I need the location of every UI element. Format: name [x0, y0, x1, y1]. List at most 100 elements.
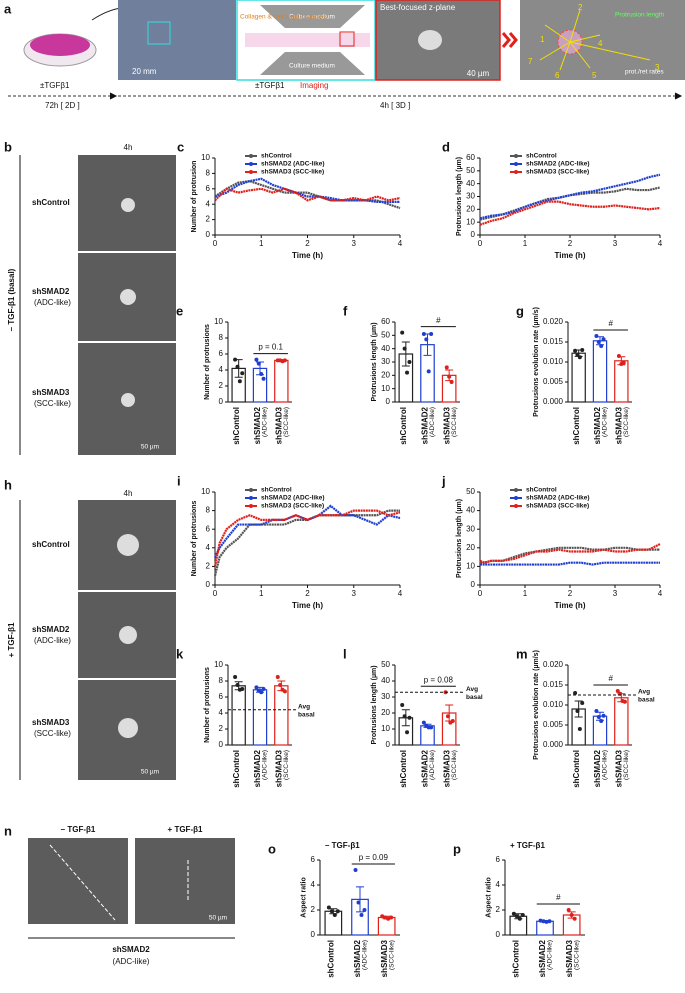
bar: [274, 359, 289, 403]
y-tick-label: 20: [466, 204, 475, 213]
x-tick-label: shSMAD3: [565, 939, 574, 977]
label: Best-focused z-plane: [380, 3, 456, 12]
data-point: [259, 690, 264, 695]
gel: [245, 33, 370, 47]
legend-label: shControl: [526, 487, 557, 494]
cell: [418, 30, 442, 50]
data-point: [233, 357, 238, 362]
legend-label: shControl: [261, 153, 292, 160]
row-label: shSMAD2: [32, 287, 70, 296]
x-tick-label: shControl: [572, 407, 581, 445]
x-tick-label: shSMAD2: [593, 406, 602, 444]
series-line: [479, 186, 661, 221]
x-tick-label: shControl: [232, 407, 241, 445]
error-bar: [401, 341, 410, 367]
x-tick-label: 2: [568, 589, 573, 598]
data-point: [520, 913, 525, 917]
cell: [120, 289, 136, 305]
y-tick-label: 0: [219, 740, 224, 749]
legend-label: shSMAD2 (ADC-like): [526, 495, 590, 502]
imaging-box: [339, 31, 355, 47]
legend-marker: [249, 170, 253, 174]
y-tick-label: 30: [466, 192, 475, 201]
legend-marker: [514, 504, 518, 508]
x-tick-label: shSMAD3: [614, 749, 623, 787]
data-point: [233, 675, 238, 679]
cell: [121, 393, 135, 407]
label: 4h [ 3D ]: [380, 101, 410, 110]
y-tick-label: 8: [219, 676, 224, 685]
y-axis-label: Protrusions evolution rate (µm/s): [533, 307, 540, 417]
y-tick-label: 40: [466, 179, 475, 188]
row-label: shSMAD3: [32, 718, 70, 727]
x-tick-label: shSMAD2: [353, 939, 362, 977]
bar: [592, 340, 608, 403]
significance-label: #: [436, 316, 441, 325]
x-tick-label: 3: [613, 589, 618, 598]
data-point: [356, 900, 361, 905]
y-tick-label: 8: [219, 333, 224, 342]
data-point: [569, 913, 574, 917]
panel-letter: k: [176, 646, 184, 661]
x-tick-label: 4: [658, 239, 663, 248]
y-tick-label: 0: [386, 397, 391, 406]
x-tick-sublabel: (ADC-like): [547, 940, 554, 970]
row-sub: (ADC-like): [34, 298, 71, 307]
data-point: [445, 714, 450, 719]
panel-letter: n: [4, 823, 12, 838]
number: 2: [578, 3, 583, 12]
y-tick-label: 10: [214, 660, 223, 669]
y-tick-label: 0: [311, 930, 316, 939]
y-tick-label: 0: [386, 740, 391, 749]
y-tick-label: 10: [214, 317, 223, 326]
y-axis-label: Number of protrusions: [191, 500, 198, 576]
data-point: [254, 685, 259, 690]
legend-label: shSMAD3 (SCC-like): [526, 169, 589, 176]
x-tick-label: shSMAD2: [253, 406, 262, 444]
data-point: [594, 334, 599, 338]
x-tick-label: shSMAD3: [614, 406, 623, 444]
x-tick-sublabel: (SCC-like): [451, 750, 458, 780]
data-point: [577, 727, 582, 731]
reference-label: basal: [638, 697, 655, 704]
data-point: [429, 332, 434, 336]
legend-label: shSMAD2 (ADC-like): [261, 161, 325, 168]
x-tick-label: shSMAD2: [421, 749, 430, 787]
legend-label: shSMAD3 (SCC-like): [261, 169, 324, 176]
y-tick-label: 40: [381, 344, 390, 353]
data-point: [580, 701, 585, 705]
y-tick-label: 0: [471, 230, 476, 239]
x-axis-label: Time (h): [292, 251, 323, 260]
y-axis-label: Protrusions length (µm): [456, 499, 463, 578]
label: – TGF-β1: [61, 825, 96, 834]
data-point: [332, 913, 337, 917]
y-tick-label: 20: [381, 708, 390, 717]
legend-label: shControl: [261, 487, 292, 494]
y-tick-label: 10: [466, 562, 475, 571]
series-line: [479, 200, 661, 226]
x-tick-sublabel: (SCC-like): [283, 407, 290, 437]
y-tick-label: 2: [311, 905, 316, 914]
legend-marker: [249, 504, 253, 508]
data-point: [326, 905, 331, 910]
data-point: [402, 714, 407, 719]
y-tick-label: 10: [201, 153, 210, 162]
x-tick-label: 1: [259, 589, 264, 598]
x-tick-label: shSMAD2: [421, 406, 430, 444]
significance-label: #: [608, 674, 613, 683]
data-point: [405, 730, 410, 735]
label: 72h [ 2D ]: [45, 101, 80, 110]
significance-label: #: [556, 893, 561, 902]
legend-label: shSMAD2 (ADC-like): [261, 495, 325, 502]
y-tick-label: 50: [381, 330, 390, 339]
y-axis-label: Aspect ratio: [300, 877, 307, 917]
x-tick-sublabel: (SCC-like): [451, 407, 458, 437]
y-tick-label: 4: [496, 880, 501, 889]
y-tick-label: 4: [311, 880, 316, 889]
cell: [118, 718, 138, 738]
data-point: [335, 909, 340, 914]
y-tick-label: 0.020: [543, 317, 564, 326]
x-tick-sublabel: (ADC-like): [429, 750, 436, 780]
reference-label: basal: [298, 712, 315, 719]
data-point: [601, 337, 606, 342]
